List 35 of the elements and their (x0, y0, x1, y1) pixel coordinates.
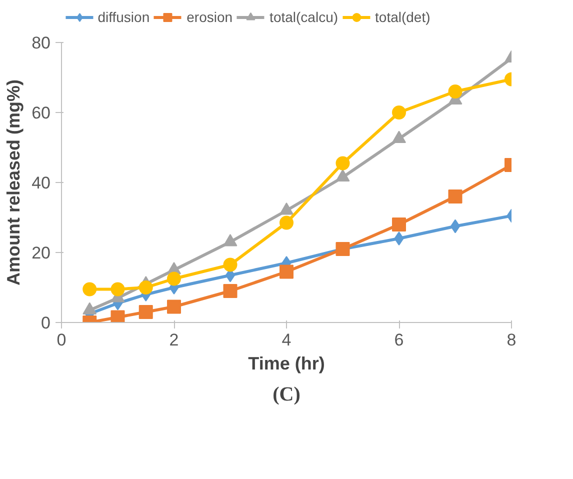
point (82, 282, 97, 296)
x-tick-label: 8 (506, 330, 516, 350)
y-axis-title: Amount released (mg%) (4, 79, 24, 286)
text: (C) (272, 384, 300, 406)
x-tick-label: 6 (394, 330, 404, 350)
x-tick-label: 4 (282, 330, 292, 350)
point (223, 284, 238, 298)
point (392, 106, 406, 120)
point (280, 264, 294, 279)
point (110, 310, 125, 322)
legend-label: total(calcu) (270, 9, 338, 25)
point (110, 282, 125, 296)
point (448, 190, 462, 204)
x-axis-title: Time (hr) (248, 354, 325, 374)
point (167, 300, 181, 314)
y-tick-label: 20 (32, 244, 51, 262)
x-tick-label: 0 (56, 330, 66, 350)
point (138, 280, 153, 294)
point (392, 218, 406, 232)
y-tick-label: 0 (41, 314, 51, 332)
legend-label: erosion (186, 9, 233, 25)
point (450, 219, 460, 234)
point (138, 305, 153, 319)
point (167, 272, 181, 286)
point (448, 84, 462, 98)
point (280, 216, 294, 230)
y-tick-label: 80 (32, 34, 51, 52)
legend-label: total(det) (375, 9, 430, 25)
point (223, 258, 238, 272)
y-tick-label: 40 (32, 174, 51, 192)
legend-label: diffusion (98, 9, 150, 25)
point (336, 156, 350, 170)
y-tick-label: 60 (32, 104, 51, 122)
point (394, 232, 404, 246)
x-tick-label: 2 (169, 330, 179, 350)
